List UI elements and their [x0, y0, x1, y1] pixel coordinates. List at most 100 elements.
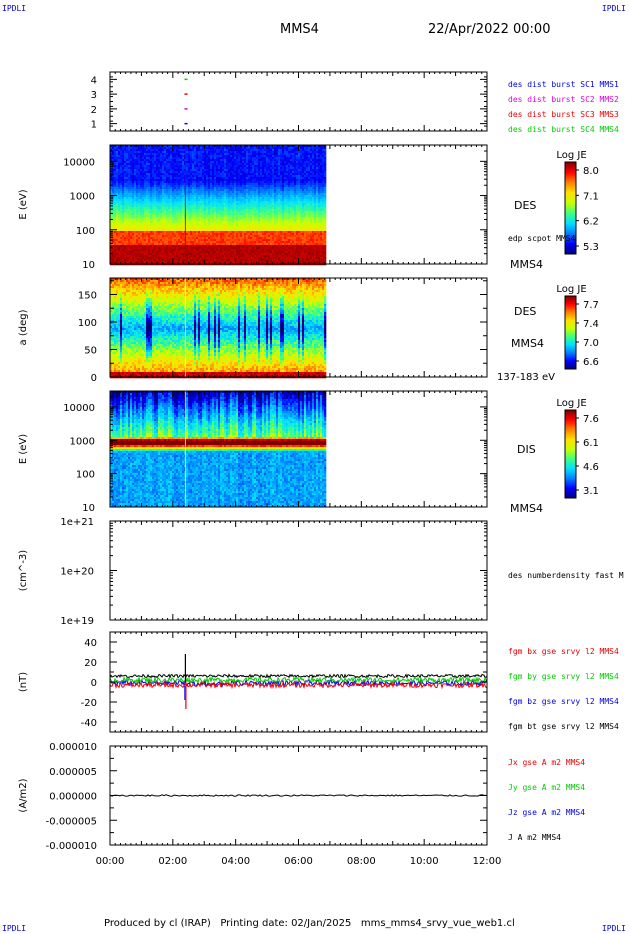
field-series-by [109, 675, 488, 685]
des-energy-ytick-label: 10000 [63, 157, 95, 168]
des-energy-side-label: edp scpot MMS4 [508, 234, 576, 243]
field-ytick-label: 40 [84, 638, 97, 649]
corner-right-bottom: IPDLI [601, 924, 626, 933]
density-frame [109, 520, 488, 621]
des-pitch-colorbar-tick-label: 7.0 [583, 338, 599, 349]
des-energy-ylabel: E (eV) [18, 189, 29, 219]
dis-energy-ytick-label: 10 [82, 503, 95, 514]
dis-energy-colorbar-title: Log JE [556, 398, 586, 409]
dis-energy-colorbar-tick-label: 7.6 [583, 414, 599, 425]
current-ytick-label: -0.000005 [46, 816, 97, 827]
density-ytick-label: 1e+19 [60, 616, 94, 627]
des-pitch-side-label: 137-183 eV [497, 372, 555, 383]
dis-energy-colorbar-tick-label: 6.1 [583, 438, 599, 449]
dis-energy-ytick-label: 1000 [70, 436, 95, 447]
des-pitch-side-label: MMS4 [511, 337, 544, 350]
field-ytick-label: -40 [81, 718, 97, 729]
field-legend-entry: fgm by gse srvy l2 MMS4 [508, 672, 619, 681]
page-date: 22/Apr/2022 00:00 [428, 22, 551, 37]
des-pitch-colorbar-tick-label: 7.7 [583, 300, 599, 311]
x-tick-label: 02:00 [158, 856, 187, 867]
burst-ytick-label: 1 [91, 120, 97, 131]
dis-energy-colorbar [564, 409, 577, 499]
current-ytick-label: -0.000010 [46, 841, 97, 852]
des-pitch-ytick-label: 150 [78, 291, 97, 302]
des-energy-colorbar-title: Log JE [556, 150, 586, 161]
des-energy-cells [110, 145, 327, 266]
field-legend-entry: fgm bx gse srvy l2 MMS4 [508, 647, 619, 656]
current-legend-entry: Jy gse A m2 MMS4 [508, 783, 585, 792]
field-series-bt [109, 673, 488, 680]
corner-left-top: IPDLI [2, 4, 27, 13]
density-legend-entry: des numberdensity fast M [508, 571, 624, 580]
x-tick-label: 08:00 [347, 856, 376, 867]
current-ytick-label: 0.000005 [49, 767, 97, 778]
field-legend-entry: fgm bt gse srvy l2 MMS4 [508, 722, 619, 731]
burst-ytick-label: 2 [91, 105, 97, 116]
page-title: MMS4 [280, 22, 319, 37]
field-ytick-label: 0 [91, 678, 97, 689]
current-ytick-label: 0.000010 [49, 742, 97, 753]
field-ytick-label: 20 [84, 658, 97, 669]
des-pitch-ytick-label: 100 [78, 318, 97, 329]
field-legend-entry: fgm bz gse srvy l2 MMS4 [508, 697, 619, 706]
data-layer [109, 78, 488, 797]
density-ytick-label: 1e+20 [60, 567, 94, 578]
des-pitch-colorbar-tick-label: 7.4 [583, 319, 599, 330]
des-pitch-side-label: DES [514, 305, 536, 318]
x-tick-label: 06:00 [284, 856, 313, 867]
current-legend-entry: J A m2 MMS4 [508, 833, 561, 842]
dis-energy-side-label: DIS [517, 443, 536, 456]
des-energy-colorbar-tick-label: 7.1 [583, 191, 599, 202]
field-ytick-label: -20 [81, 698, 97, 709]
des-pitch-ylabel: a (deg) [18, 309, 29, 345]
current-series [109, 794, 487, 797]
des-energy-side-label: DES [514, 199, 536, 212]
current-legend-entry: Jx gse A m2 MMS4 [508, 758, 585, 767]
density-ylabel: (cm^-3) [18, 550, 29, 591]
burst-ytick-label: 3 [91, 90, 97, 101]
field-ylabel: (nT) [18, 672, 29, 692]
dis-energy-colorbar-tick-label: 3.1 [583, 486, 599, 497]
des-pitch-colorbar [564, 295, 577, 370]
current-ylabel: (A/m2) [18, 778, 29, 812]
dis-energy-colorbar-tick-label: 4.6 [583, 462, 599, 473]
dis-energy-ylabel: E (eV) [18, 434, 29, 464]
burst-legend-entry: des dist burst SC2 MMS2 [508, 95, 619, 104]
burst-panel-frame [109, 71, 488, 132]
des-energy-ytick-label: 1000 [70, 192, 95, 203]
corner-right-top: IPDLI [601, 4, 626, 13]
current-legend-entry: Jz gse A m2 MMS4 [508, 808, 585, 817]
corner-left-bottom: IPDLI [2, 924, 27, 933]
des-pitch-ytick-label: 0 [91, 373, 97, 384]
burst-legend-entry: des dist burst SC4 MMS4 [508, 125, 619, 134]
frames-layer [109, 71, 579, 846]
des-pitch-ytick-label: 50 [84, 346, 97, 357]
des-pitch-colorbar-title: Log JE [556, 284, 586, 295]
des-energy-colorbar-tick-label: 6.2 [583, 217, 599, 228]
dis-energy-side-label: MMS4 [510, 502, 543, 515]
x-tick-label: 04:00 [221, 856, 250, 867]
burst-ytick-label: 4 [91, 75, 97, 86]
des-energy-ytick-label: 100 [76, 226, 95, 237]
x-tick-label: 10:00 [410, 856, 439, 867]
dis-energy-ytick-label: 100 [76, 470, 95, 481]
des-pitch-colorbar-tick-label: 6.6 [583, 357, 599, 368]
current-ytick-label: 0.000000 [49, 792, 97, 803]
des-energy-side-label: MMS4 [510, 258, 543, 271]
dis-energy-cells [110, 391, 327, 508]
burst-legend-entry: des dist burst SC1 MMS1 [508, 80, 619, 89]
footer-credit: Produced by cl (IRAP) Printing date: 02/… [104, 918, 515, 929]
des-energy-ytick-label: 10 [82, 260, 95, 271]
density-ytick-label: 1e+21 [60, 517, 94, 528]
des-energy-colorbar-tick-label: 8.0 [583, 166, 599, 177]
dis-energy-ytick-label: 10000 [63, 403, 95, 414]
field-series-bx [109, 680, 488, 690]
x-tick-label: 00:00 [96, 856, 125, 867]
text-layer: 4 3 2 1 des dist burst SC1 MMS1 des dist burs… [18, 75, 624, 867]
des-pitch-cells [110, 278, 327, 379]
x-tick-label: 12:00 [473, 856, 502, 867]
des-energy-colorbar-tick-label: 5.3 [583, 242, 599, 253]
burst-legend-entry: des dist burst SC3 MMS3 [508, 110, 619, 119]
des-energy-colorbar [564, 161, 577, 255]
